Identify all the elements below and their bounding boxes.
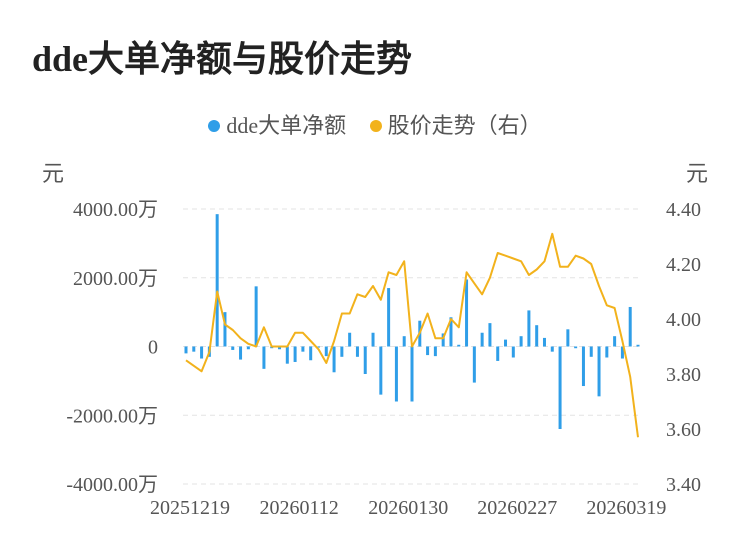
bar[interactable]	[215, 214, 219, 347]
bar[interactable]	[620, 346, 624, 359]
bar[interactable]	[246, 346, 250, 350]
legend-dot-price-icon	[369, 119, 382, 132]
x-tick-label: 20260112	[259, 497, 338, 519]
bar[interactable]	[519, 336, 523, 347]
bar[interactable]	[488, 323, 492, 347]
bar[interactable]	[581, 346, 585, 387]
left-axis-ticks: 4000.00万 2000.00万 0 -2000.00万 -4000.00万	[66, 199, 158, 496]
right-tick-label: 4.00	[666, 309, 701, 331]
right-tick-label: 3.80	[666, 364, 701, 386]
bar[interactable]	[589, 346, 593, 357]
bar[interactable]	[574, 346, 578, 349]
bar[interactable]	[192, 346, 196, 352]
bar[interactable]	[262, 346, 266, 369]
x-tick-label: 20260319	[586, 497, 666, 519]
right-axis-unit: 元	[685, 161, 708, 186]
price-line[interactable]	[185, 232, 639, 438]
bar[interactable]	[184, 346, 188, 354]
bar[interactable]	[379, 346, 383, 395]
bar[interactable]	[309, 346, 313, 361]
bar[interactable]	[504, 339, 508, 347]
bar[interactable]	[363, 346, 367, 375]
bar[interactable]	[239, 346, 243, 360]
bar[interactable]	[301, 346, 305, 352]
bar[interactable]	[348, 332, 352, 347]
bar[interactable]	[597, 346, 601, 397]
line-series	[185, 232, 639, 438]
left-tick-label: 0	[148, 337, 158, 359]
bar[interactable]	[465, 279, 469, 347]
legend-dot-dde-icon	[208, 119, 221, 132]
bar[interactable]	[293, 346, 297, 362]
bar[interactable]	[535, 325, 539, 347]
legend-item-price[interactable]: 股价走势（右）	[369, 108, 542, 140]
bar[interactable]	[527, 310, 531, 347]
bar[interactable]	[605, 346, 609, 358]
bar[interactable]	[472, 346, 476, 383]
bar[interactable]	[387, 288, 391, 347]
legend-item-dde[interactable]: dde大单净额	[208, 108, 346, 140]
bar[interactable]	[441, 333, 445, 347]
legend-label-dde: dde大单净额	[226, 113, 347, 138]
bar[interactable]	[542, 337, 546, 347]
bar[interactable]	[223, 312, 227, 347]
bar[interactable]	[316, 346, 320, 348]
left-tick-label: -4000.00万	[66, 474, 158, 496]
bar[interactable]	[558, 346, 562, 430]
bar[interactable]	[426, 346, 430, 356]
bar[interactable]	[628, 306, 632, 347]
chart-legend: dde大单净额 股价走势（右）	[0, 108, 750, 140]
bar[interactable]	[449, 317, 453, 347]
bar[interactable]	[355, 346, 359, 357]
bar[interactable]	[394, 346, 398, 402]
page-title: dde大单净额与股价走势	[32, 39, 413, 79]
right-tick-label: 4.40	[666, 199, 701, 221]
bar-series	[184, 214, 640, 430]
bar[interactable]	[613, 336, 617, 347]
bar[interactable]	[324, 346, 328, 357]
x-tick-label: 20251219	[150, 497, 230, 519]
right-tick-label: 4.20	[666, 254, 701, 276]
bar[interactable]	[278, 346, 282, 350]
bar[interactable]	[200, 346, 204, 359]
bar[interactable]	[457, 344, 461, 347]
left-axis-unit: 元	[42, 161, 65, 186]
bar[interactable]	[566, 329, 570, 347]
bar[interactable]	[410, 346, 414, 402]
left-tick-label: -2000.00万	[66, 405, 158, 427]
bar[interactable]	[550, 346, 554, 352]
bar[interactable]	[254, 286, 258, 347]
bar[interactable]	[496, 346, 500, 361]
bar[interactable]	[332, 346, 336, 373]
bar[interactable]	[340, 346, 344, 357]
bar[interactable]	[371, 332, 375, 347]
bar[interactable]	[511, 346, 515, 358]
bar[interactable]	[285, 346, 289, 364]
x-tick-label: 20260227	[477, 497, 557, 519]
bar[interactable]	[402, 336, 406, 347]
x-axis-ticks: 20251219 20260112 20260130 20260227 20260319	[150, 497, 666, 519]
bar[interactable]	[231, 346, 235, 350]
bar[interactable]	[480, 332, 484, 347]
x-tick-label: 20260130	[368, 497, 448, 519]
right-axis-ticks: 4.40 4.20 4.00 3.80 3.60 3.40	[666, 199, 701, 496]
right-tick-label: 3.60	[666, 419, 701, 441]
bar[interactable]	[433, 346, 437, 357]
legend-label-price: 股价走势（右）	[387, 113, 542, 138]
left-tick-label: 4000.00万	[73, 199, 158, 221]
left-tick-label: 2000.00万	[73, 268, 158, 290]
bar[interactable]	[636, 344, 640, 347]
right-tick-label: 3.40	[666, 474, 701, 496]
